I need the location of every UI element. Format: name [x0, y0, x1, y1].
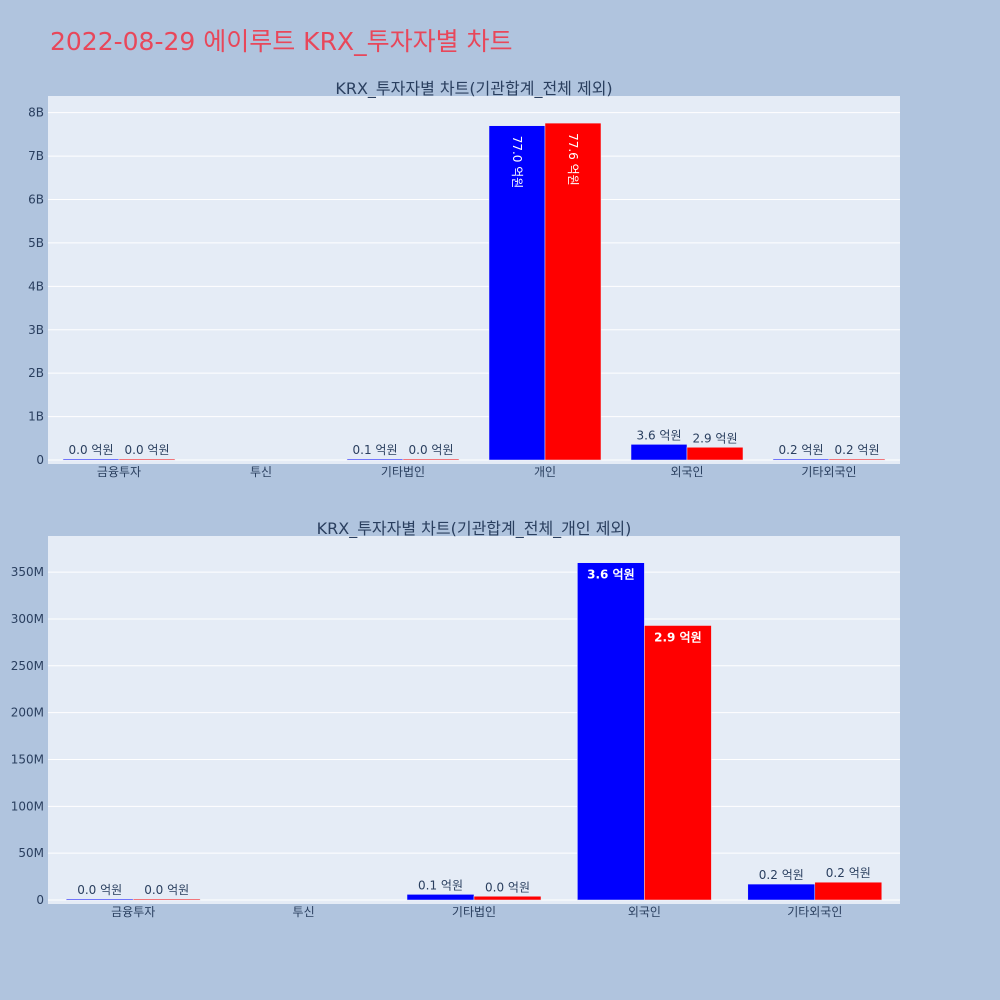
bar — [62, 458, 120, 461]
bar — [828, 458, 886, 461]
data-label: 0.1 억원 — [353, 443, 398, 457]
y-tick-label: 8B — [28, 106, 44, 120]
plot-area — [48, 96, 900, 464]
x-tick-label: 기타외국인 — [787, 905, 842, 919]
y-tick-label: 200M — [11, 706, 44, 720]
bar — [686, 447, 744, 461]
bar — [747, 883, 816, 901]
bar — [65, 898, 134, 901]
y-tick-label: 250M — [11, 659, 44, 673]
data-label: 0.2 억원 — [826, 866, 871, 880]
data-label: 0.2 억원 — [759, 868, 804, 882]
y-tick-label: 50M — [18, 846, 44, 860]
data-label: 77.6 억원 — [566, 133, 580, 186]
plot-area — [48, 536, 900, 904]
bar — [346, 458, 404, 461]
x-tick-label: 외국인 — [670, 465, 703, 479]
y-tick-label: 6B — [28, 193, 44, 207]
bar — [772, 458, 830, 461]
y-tick-label: 2B — [28, 366, 44, 380]
bar — [118, 458, 176, 461]
bar — [132, 898, 201, 901]
bar — [544, 122, 602, 461]
x-tick-label: 기타법인 — [452, 905, 496, 919]
data-label: 0.2 억원 — [835, 443, 880, 457]
x-tick-label: 개인 — [534, 465, 556, 479]
bar — [402, 458, 460, 461]
bar — [473, 896, 542, 901]
data-label: 3.6 억원 — [587, 568, 635, 582]
data-label: 0.0 억원 — [125, 443, 170, 457]
data-label: 3.6 억원 — [637, 428, 682, 442]
chart-title: KRX_투자자별 차트(기관합계_전체_개인 제외) — [317, 519, 632, 539]
data-label: 0.0 억원 — [77, 883, 122, 897]
x-tick-label: 투신 — [293, 905, 315, 919]
y-tick-label: 0 — [36, 453, 44, 467]
y-tick-label: 4B — [28, 279, 44, 293]
data-label: 77.0 억원 — [510, 136, 524, 189]
y-tick-label: 0 — [36, 893, 44, 907]
bar — [488, 125, 546, 461]
data-label: 0.0 억원 — [69, 443, 114, 457]
data-label: 0.1 억원 — [418, 878, 463, 892]
data-label: 0.0 억원 — [485, 880, 530, 894]
y-tick-label: 300M — [11, 612, 44, 626]
chart-2: 0 50M 100M 150M 200M 250M 300M 350M KRX_투자자별 차트(… — [11, 519, 900, 919]
y-tick-label: 1B — [28, 410, 44, 424]
x-tick-label: 금융투자 — [97, 465, 141, 479]
x-tick-label: 외국인 — [628, 905, 661, 919]
bar — [630, 444, 688, 461]
data-label: 0.0 억원 — [144, 883, 189, 897]
bar — [814, 881, 883, 901]
x-tick-label: 기타법인 — [381, 465, 425, 479]
bar — [406, 894, 475, 901]
y-tick-label: 350M — [11, 565, 44, 579]
y-tick-label: 7B — [28, 149, 44, 163]
bar — [644, 625, 712, 901]
page-title: 2022-08-29 에이루트 KRX_투자자별 차트 — [50, 27, 513, 56]
bar — [577, 562, 645, 901]
chart-title: KRX_투자자별 차트(기관합계_전체 제외) — [335, 79, 612, 99]
data-label: 2.9 억원 — [693, 431, 738, 445]
data-label: 0.0 억원 — [409, 443, 454, 457]
chart-1: 0 1B 2B 3B 4B 5B 6B 7B 8B KRX_투자자별 차트(기관합계_전체 제외)… — [28, 79, 900, 479]
y-tick-label: 3B — [28, 323, 44, 337]
y-tick-label: 150M — [11, 752, 44, 766]
x-tick-label: 투신 — [250, 465, 272, 479]
x-tick-label: 금융투자 — [111, 905, 155, 919]
data-label: 2.9 억원 — [654, 631, 702, 645]
y-tick-label: 100M — [11, 799, 44, 813]
data-label: 0.2 억원 — [779, 443, 824, 457]
x-tick-label: 기타외국인 — [801, 465, 856, 479]
y-tick-label: 5B — [28, 236, 44, 250]
